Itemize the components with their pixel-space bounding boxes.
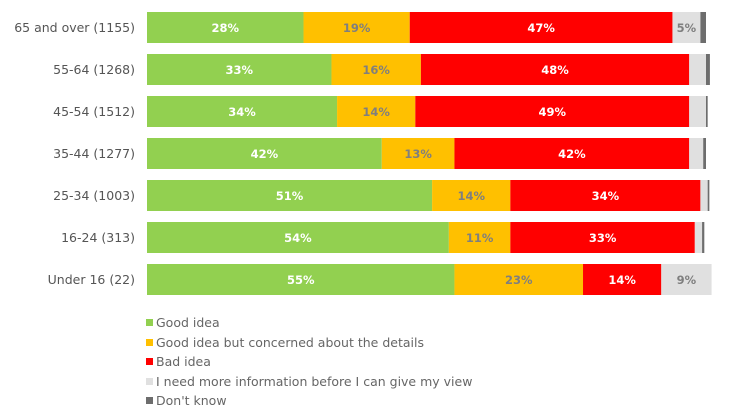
bar-segment [331,54,421,85]
data-label: 5% [677,21,697,35]
category-label: 45-54 (1512) [53,104,135,119]
data-label: 14% [608,273,636,287]
data-label: 51% [276,189,304,203]
bar-segment [147,180,433,211]
legend-label: I need more information before I can giv… [156,373,473,389]
bar-segment [706,54,710,85]
data-label: 28% [211,21,239,35]
bar-segment [510,180,701,211]
data-label: 23% [505,273,533,287]
bar-segment [583,264,662,295]
legend-item: Don't know [146,391,472,411]
bar-segment [707,180,710,211]
category-label: 16-24 (313) [61,230,135,245]
data-label: 47% [527,21,555,35]
data-label: 14% [362,105,390,119]
bar-segment [409,12,673,43]
data-label: 13% [404,147,432,161]
bar-segment [689,96,706,127]
data-label: 11% [466,231,494,245]
bar-segment [702,222,705,253]
bar-segment [689,138,704,169]
bar-segment [689,54,706,85]
category-label: 65 and over (1155) [14,20,135,35]
data-label: 42% [251,147,279,161]
bar-segment [147,222,449,253]
bar-segment [700,180,708,211]
bar-segment [672,12,701,43]
legend-label: Don't know [156,393,227,409]
stacked-bar-chart: 65 and over (1155) 28% 19% 47% 5% 55-64 (1268… [14,12,712,295]
bar-segment [454,138,690,169]
data-label: 48% [541,63,569,77]
data-label: 19% [343,21,371,35]
bar-segment [448,222,511,253]
bar-segment [661,264,712,295]
bar-segment [147,264,455,295]
data-label: 49% [539,105,567,119]
data-label: 42% [558,147,586,161]
legend: Good idea Good idea but concerned about t… [146,313,472,411]
bar-segment [706,96,708,127]
data-label: 14% [457,189,485,203]
legend-label: Good idea but concerned about the detail… [156,334,424,350]
legend-item: I need more information before I can giv… [146,372,472,392]
legend-item: Good idea [146,313,472,333]
bar-segment [381,138,455,169]
legend-swatch [146,377,153,385]
bar-segment [415,96,690,127]
data-label: 33% [225,63,253,77]
bar-segment [432,180,511,211]
legend-swatch [146,397,153,405]
legend-item: Bad idea [146,352,472,372]
data-label: 16% [362,63,390,77]
bar-segment [147,12,304,43]
bar-segment [337,96,416,127]
bar-segment [420,54,690,85]
bar-segment [303,12,410,43]
legend-item: Good idea but concerned about the detail… [146,333,472,353]
category-label: 25-34 (1003) [53,188,135,203]
bar-segment [694,222,703,253]
legend-swatch [146,338,153,346]
bar-segment [703,138,706,169]
data-label: 55% [287,273,315,287]
bar-segment [147,54,332,85]
bar-segment [454,264,584,295]
data-label: 33% [589,231,617,245]
category-label: 55-64 (1268) [53,62,135,77]
bar-segment [700,12,706,43]
data-label: 34% [592,189,620,203]
legend-label: Bad idea [156,354,211,370]
data-label: 34% [228,105,256,119]
legend-label: Good idea [156,315,220,331]
legend-swatch [146,319,153,327]
bar-segment [510,222,695,253]
bar-segment [147,96,338,127]
category-label: 35-44 (1277) [53,146,135,161]
category-label: Under 16 (22) [48,272,135,287]
bar-segment [147,138,382,169]
data-label: 9% [677,273,697,287]
data-label: 54% [284,231,312,245]
legend-swatch [146,358,153,366]
